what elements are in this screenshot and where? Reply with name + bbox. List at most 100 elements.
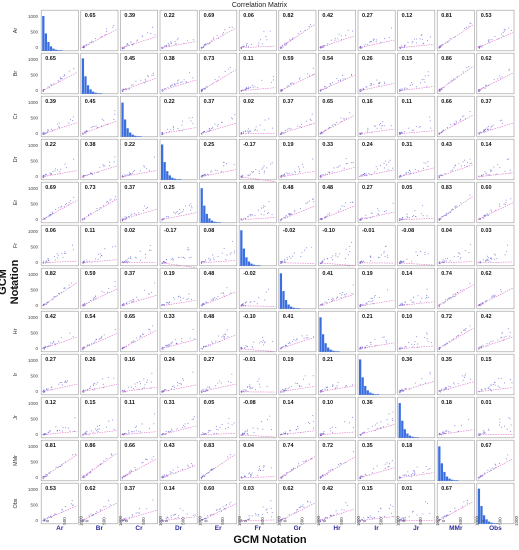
y-tick-label: 0 [35,346,38,351]
scatter-point [169,471,171,473]
scatter-point [108,287,110,289]
scatter-point [499,386,501,388]
correlation-label: 0.65 [322,99,333,105]
scatter-point [365,474,367,476]
fit-line [121,261,157,264]
scatter-point [406,213,408,215]
scatter-point [46,302,48,305]
scatter-point [374,424,376,426]
scatter-point [103,164,105,167]
histogram-bar [49,46,53,51]
scatter-point [455,293,457,295]
scatter-point [52,341,54,343]
correlation-label: 0.42 [481,314,492,320]
scatter-point [177,517,179,519]
scatter-point [141,462,143,464]
scatter-point [303,506,305,508]
scatter-point [427,39,429,42]
scatter-point [135,80,137,82]
scatter-point [431,342,433,344]
scatter-point [248,515,250,517]
scatter-point [99,338,101,340]
x-tick-label: 500 [339,517,344,525]
scatter-point [347,254,350,256]
scatter-point [421,378,423,380]
fit-line [200,122,236,135]
scatter-point [258,383,261,385]
y-tick-label: 500 [30,417,38,422]
scatter-point [214,78,216,80]
scatter-point [170,43,172,45]
scatter-point [414,169,416,171]
scatter-point [65,381,67,383]
scatter-point [124,432,126,435]
scatter-point [287,85,289,87]
scatter-point [463,376,465,379]
scatter-point [416,514,418,516]
scatter-point [453,167,455,169]
scatter-point [172,514,174,516]
scatter-point [87,474,89,476]
scatter-point [252,170,254,173]
scatter-point [447,298,449,300]
scatter-point [129,88,131,90]
panel-Ir-Hr [318,353,356,396]
scatter-point [294,211,296,213]
histogram-bar [364,385,367,395]
scatter-point [457,383,459,385]
scatter-point [101,335,103,337]
scatter-point [253,341,255,343]
scatter-point [57,254,59,256]
fit-line [121,386,157,393]
scatter-point [180,82,182,84]
scatter-point [448,385,450,387]
scatter-point [311,113,313,115]
scatter-point [241,434,243,436]
fit-line [358,342,395,350]
scatter-point [470,162,472,164]
correlation-label: 0.18 [402,443,413,449]
scatter-point [254,513,257,515]
scatter-point [226,287,228,289]
scatter-point [488,342,490,344]
scatter-point [493,253,495,255]
fit-line [477,287,514,307]
fit-line [398,167,434,178]
scatter-point [247,128,249,130]
correlation-label: 0.65 [124,314,135,320]
scatter-point [282,474,284,476]
x-tick-label: 0 [203,519,208,522]
scatter-point [51,130,53,132]
scatter-point [168,44,170,46]
scatter-point [410,474,412,476]
scatter-point [387,169,389,171]
fit-line [438,284,474,307]
panel-Hr-Br [80,310,119,353]
correlation-label: -0.08 [402,228,415,234]
histogram-bar [413,437,417,438]
scatter-point [404,346,406,348]
scatter-point [400,303,402,305]
fit-line [240,45,276,49]
scatter-point [61,77,63,79]
scatter-point [509,335,511,337]
scatter-point [82,520,84,523]
scatter-point [387,423,389,425]
scatter-point [226,163,228,165]
panel-Obs-Fr [238,482,277,525]
scatter-point [444,432,446,434]
scatter-point [412,296,415,298]
fit-line [121,509,157,522]
scatter-point [102,205,104,207]
histogram-bar [161,144,164,180]
scatter-point [412,346,414,348]
y-tick-label: 0 [35,88,38,93]
scatter-point [362,261,364,263]
scatter-point [488,386,490,388]
scatter-point [479,391,481,393]
scatter-point [215,425,218,428]
scatter-point [144,79,146,81]
scatter-point [134,466,136,469]
scatter-point [125,260,127,262]
scatter-point [371,41,373,43]
